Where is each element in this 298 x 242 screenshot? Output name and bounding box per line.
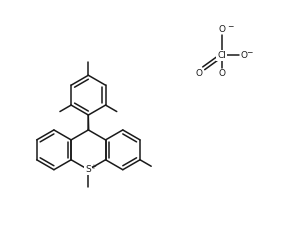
Text: O: O bbox=[218, 69, 225, 78]
Text: −: − bbox=[228, 23, 234, 31]
Text: O: O bbox=[196, 69, 203, 78]
Text: O: O bbox=[240, 51, 247, 60]
Text: Cl: Cl bbox=[217, 51, 226, 60]
Text: −: − bbox=[246, 48, 253, 57]
Text: S: S bbox=[86, 165, 91, 174]
Polygon shape bbox=[88, 115, 89, 130]
Text: O: O bbox=[218, 25, 225, 35]
Text: +: + bbox=[90, 164, 96, 170]
